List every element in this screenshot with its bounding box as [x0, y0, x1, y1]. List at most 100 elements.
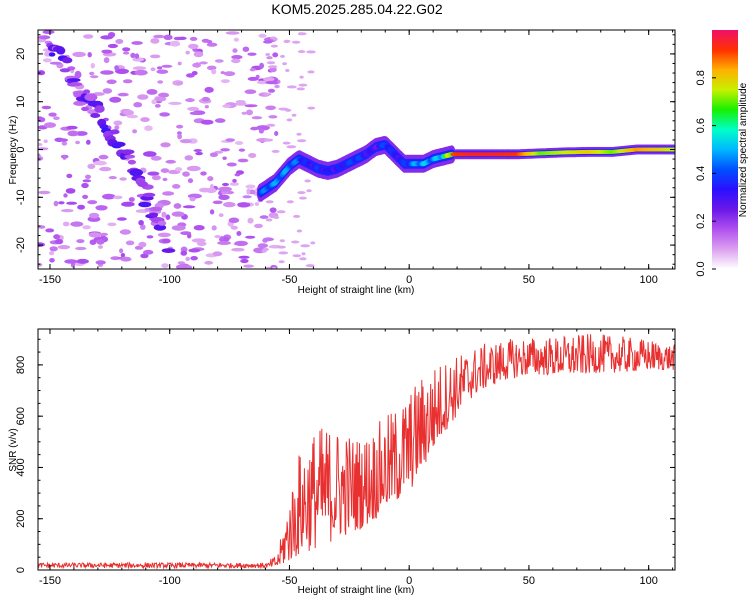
- spectrogram-noise-cell: [286, 200, 294, 204]
- spectrogram-noise-cell: [107, 222, 117, 227]
- spectrogram-noise-cell: [172, 184, 181, 189]
- spectrogram-noise-cell: [44, 122, 56, 128]
- spectrogram-noise-cell: [274, 131, 279, 136]
- spectrogram-noise-cell: [185, 50, 190, 55]
- spectrogram-band-cell: [112, 141, 126, 147]
- spectrogram-y-label: Frequency (Hz): [8, 116, 19, 185]
- spectrogram-noise-cell: [81, 182, 89, 189]
- spectrogram-band-cell: [153, 224, 167, 231]
- spectrogram-noise-cell: [286, 118, 293, 122]
- spectrogram-noise-cell: [160, 142, 171, 148]
- spectrogram-noise-cell: [243, 264, 255, 268]
- spectrogram-noise-cell: [298, 83, 308, 87]
- spectrogram-noise-cell: [218, 194, 230, 200]
- spectrogram-noise-cell: [212, 251, 223, 257]
- spectrogram-noise-cell: [140, 253, 149, 259]
- spectrogram-noise-cell: [134, 53, 140, 59]
- spectrogram-noise-cell: [230, 225, 238, 230]
- spectrogram-noise-cell: [219, 236, 224, 241]
- spectrogram-noise-cell: [63, 193, 68, 198]
- spectrogram-noise-cell: [120, 253, 126, 258]
- spectrogram-noise-cell: [123, 109, 134, 116]
- spectrogram-noise-cell: [236, 231, 242, 236]
- spectrogram-noise-cell: [171, 225, 186, 231]
- snr-frame: [37, 328, 676, 571]
- spectrogram-noise-cell: [296, 139, 307, 143]
- spectrogram-noise-cell: [234, 141, 244, 145]
- spectrogram-noise-cell: [235, 101, 247, 106]
- spectrogram-noise-cell: [256, 80, 268, 85]
- spectrogram-noise-cell: [187, 178, 194, 184]
- spectrogram-noise-cell: [58, 201, 65, 205]
- spectrogram-noise-cell: [214, 59, 224, 63]
- spectrogram-noise-cell: [231, 55, 243, 60]
- spectrogram-noise-cell: [248, 153, 257, 158]
- spectrogram-noise-cell: [162, 191, 175, 196]
- spectrogram-band-cell: [56, 46, 66, 55]
- spectrogram-noise-cell: [293, 214, 301, 218]
- spectrogram-noise-cell: [42, 48, 50, 52]
- spectrogram-band-cell: [142, 192, 156, 198]
- spectrogram-band-cell: [74, 70, 82, 79]
- spectrogram-noise-cell: [258, 128, 264, 134]
- spectrogram-noise-cell: [206, 42, 218, 47]
- spectrogram-noise-cell: [123, 51, 130, 55]
- y-tick-label: 600: [15, 407, 27, 425]
- spectrogram-noise-cell: [218, 213, 224, 218]
- spectrogram-noise-cell: [180, 231, 192, 236]
- spectrogram-noise-cell: [220, 79, 230, 83]
- spectrogram-noise-cell: [161, 211, 167, 218]
- spectrogram-noise-cell: [53, 234, 61, 240]
- spectrogram-noise-cell: [270, 44, 278, 48]
- x-tick-label: 50: [523, 274, 535, 286]
- spectrogram-noise-cell: [108, 32, 116, 38]
- spectrogram-noise-cell: [49, 258, 55, 263]
- snr-y-ticks: 0 200 400 600 800: [15, 338, 675, 573]
- spectrogram-noise-cell: [222, 104, 232, 108]
- spectrogram-noise-cell: [189, 197, 196, 202]
- spectrogram-noise-cell: [130, 52, 136, 59]
- spectrogram-noise-cell: [228, 217, 240, 224]
- spectrogram-noise-cell: [278, 251, 289, 255]
- spectrogram-noise-cell: [258, 33, 267, 38]
- spectrogram-noise-cell: [102, 88, 113, 94]
- spectrogram-noise-cell: [144, 125, 153, 131]
- spectrogram-noise-cell: [185, 256, 190, 262]
- spectrogram-noise-cell: [296, 87, 305, 91]
- spectrogram-noise-cell: [307, 106, 316, 110]
- spectrogram-y-ticks: -20 -10 0 10 20: [15, 34, 675, 265]
- spectrogram-noise-cell: [179, 139, 192, 144]
- spectrogram-noise-cell: [257, 243, 268, 249]
- spectrogram-noise-cell: [232, 48, 238, 53]
- spectrogram-noise-cell: [154, 104, 161, 108]
- spectrogram-noise-cell: [156, 69, 169, 74]
- spectrogram-noise-cell: [45, 228, 55, 233]
- spectrogram-noise-cell: [138, 241, 147, 248]
- spectrogram-noise-cell: [184, 155, 194, 161]
- spectrogram-noise-cell: [301, 252, 306, 256]
- spectrogram-marks: [38, 30, 675, 269]
- x-tick-label: -100: [159, 274, 181, 286]
- spectrogram-noise-cell: [117, 92, 129, 97]
- spectrogram-noise-cell: [297, 191, 306, 195]
- spectrogram-noise-cell: [193, 51, 204, 58]
- spectrogram-noise-cell: [218, 186, 232, 192]
- spectrogram-noise-cell: [173, 203, 182, 209]
- spectrogram-noise-cell: [271, 149, 280, 153]
- spectrogram-noise-cell: [234, 240, 248, 246]
- spectrogram-noise-cell: [189, 36, 198, 41]
- spectrogram-noise-cell: [214, 235, 221, 239]
- spectrogram-noise-cell: [150, 67, 156, 72]
- spectrogram-noise-cell: [267, 88, 276, 93]
- spectrogram-noise-cell: [247, 52, 257, 56]
- snr-x-label: Height of straight line (km): [298, 585, 415, 596]
- spectrogram-noise-cell: [161, 263, 169, 269]
- spectrogram-noise-cell: [269, 67, 277, 73]
- spectrogram-noise-cell: [209, 184, 214, 190]
- x-tick-label: 0: [406, 274, 412, 286]
- spectrogram-noise-cell: [193, 149, 203, 152]
- spectrogram-noise-cell: [193, 225, 205, 231]
- spectrogram-noise-cell: [186, 73, 195, 78]
- spectrogram-noise-cell: [299, 196, 307, 200]
